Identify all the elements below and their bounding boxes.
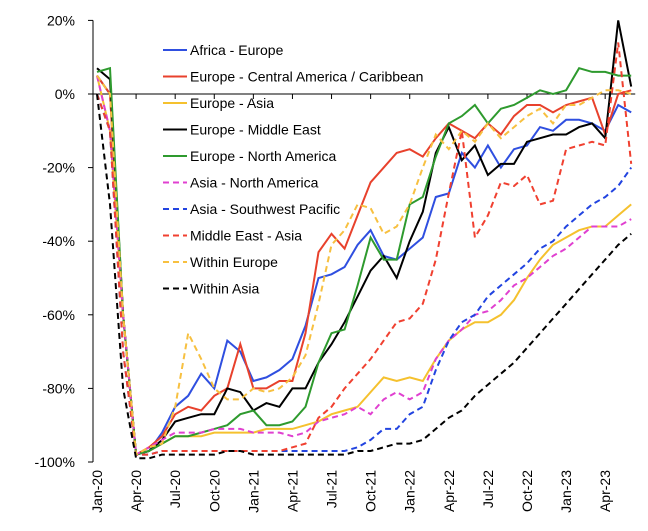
x-tick-label: Oct-20: [206, 470, 222, 512]
x-tick-label: Jul-21: [324, 470, 340, 508]
series-line: [96, 75, 632, 457]
legend: Africa - Europe Europe - Central America …: [163, 42, 423, 297]
x-tick-label: Apr-21: [284, 470, 300, 512]
legend-label: Europe - Asia: [190, 95, 274, 111]
x-tick-label: Jan-23: [558, 470, 574, 513]
y-tick-label: -40%: [42, 233, 75, 249]
series-line: [96, 20, 633, 456]
y-tick-label: -20%: [42, 160, 75, 176]
y-tick-label: -80%: [42, 380, 75, 396]
y-tick-label: -100%: [35, 454, 75, 470]
legend-label: Europe - Central America / Caribbean: [190, 69, 423, 85]
series-line: [96, 93, 632, 460]
x-tick-label: Jan-21: [245, 470, 261, 513]
x-tick-label: Apr-22: [441, 470, 457, 512]
legend-label: Asia - North America: [190, 175, 319, 191]
x-tick-label: Oct-21: [363, 470, 379, 512]
x-tick-label: Oct-22: [519, 470, 535, 512]
y-tick-label: 0%: [55, 86, 75, 102]
x-tick-label: Apr-23: [597, 470, 613, 512]
legend-label: Europe - North America: [190, 148, 336, 164]
y-tick-label: 20%: [47, 12, 75, 28]
x-tick-label: Jan-22: [402, 470, 418, 513]
series-line: [96, 75, 632, 457]
y-tick-label: -60%: [42, 307, 75, 323]
legend-label: Africa - Europe: [190, 42, 284, 58]
x-tick-label: Jul-22: [480, 470, 496, 508]
legend-label: Within Europe: [190, 254, 278, 270]
x-tick-label: Jul-20: [167, 470, 183, 508]
legend-label: Europe - Middle East: [190, 122, 321, 138]
series-line: [96, 66, 632, 456]
legend-label: Asia - Southwest Pacific: [190, 201, 340, 217]
legend-label: Middle East - Asia: [190, 228, 302, 244]
series-line: [96, 75, 632, 457]
series-line: [96, 75, 632, 456]
legend-label: Within Asia: [190, 281, 259, 297]
series-line: [96, 42, 633, 456]
x-tick-label: Apr-20: [128, 470, 144, 512]
x-tick-label: Jan-20: [89, 470, 105, 513]
